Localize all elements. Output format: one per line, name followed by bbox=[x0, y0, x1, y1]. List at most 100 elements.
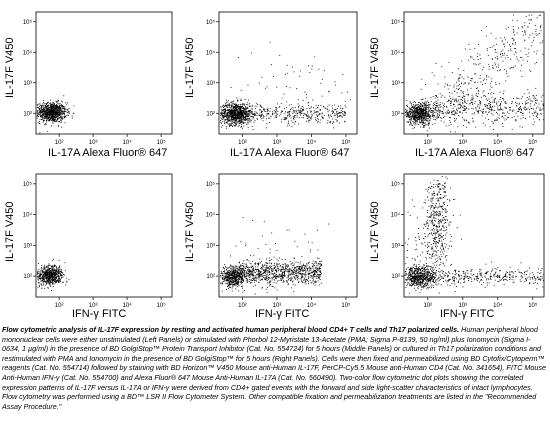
event-dot bbox=[420, 120, 422, 122]
event-dot bbox=[230, 114, 232, 116]
event-dot bbox=[58, 105, 60, 107]
event-dot bbox=[224, 122, 225, 124]
event-dot bbox=[489, 88, 491, 90]
event-dot bbox=[60, 110, 62, 112]
event-dot bbox=[488, 54, 490, 56]
event-dot bbox=[408, 114, 410, 116]
event-dot bbox=[477, 93, 479, 95]
event-dot bbox=[62, 113, 63, 115]
event-dot bbox=[314, 111, 316, 113]
event-dot bbox=[44, 275, 46, 277]
event-dot bbox=[409, 114, 411, 116]
event-dot bbox=[521, 113, 523, 114]
event-dot bbox=[245, 119, 247, 120]
event-dot bbox=[53, 120, 54, 122]
event-dot bbox=[492, 58, 494, 60]
event-dot bbox=[251, 116, 253, 117]
event-dot bbox=[463, 95, 464, 97]
event-dot bbox=[242, 116, 244, 118]
event-dot bbox=[300, 107, 302, 109]
event-dot bbox=[39, 108, 41, 110]
event-dot bbox=[49, 283, 51, 285]
event-dot bbox=[328, 114, 329, 116]
event-dot bbox=[479, 102, 481, 104]
event-dot bbox=[232, 265, 234, 267]
event-dot bbox=[47, 111, 49, 113]
event-dot bbox=[407, 106, 408, 107]
event-dot bbox=[303, 280, 305, 281]
event-dot bbox=[254, 114, 256, 116]
event-dot bbox=[447, 88, 449, 90]
event-dot bbox=[500, 69, 501, 71]
event-dot bbox=[519, 107, 520, 109]
event-dot bbox=[542, 104, 544, 106]
event-dot bbox=[225, 119, 227, 121]
event-dot bbox=[506, 55, 508, 56]
event-dot bbox=[226, 101, 228, 103]
event-dot bbox=[464, 48, 466, 50]
event-dot bbox=[304, 113, 306, 115]
event-dot bbox=[52, 269, 54, 270]
event-dot bbox=[54, 111, 56, 113]
event-dot bbox=[406, 116, 407, 117]
event-dot bbox=[243, 114, 245, 116]
event-dot bbox=[451, 110, 453, 112]
event-dot bbox=[53, 110, 55, 112]
event-dot bbox=[233, 103, 235, 105]
event-dot bbox=[247, 279, 249, 281]
event-dot bbox=[432, 106, 434, 108]
event-dot bbox=[227, 267, 228, 269]
event-dot bbox=[408, 115, 410, 117]
event-dot bbox=[521, 108, 523, 110]
event-dot bbox=[234, 113, 236, 115]
event-dot bbox=[224, 115, 226, 117]
event-dot bbox=[228, 112, 230, 114]
event-dot bbox=[320, 105, 322, 106]
event-dot bbox=[531, 19, 532, 21]
event-dot bbox=[298, 112, 300, 114]
event-dot bbox=[295, 270, 297, 272]
event-dot bbox=[220, 276, 222, 278]
event-dot bbox=[263, 269, 265, 271]
event-dot bbox=[67, 115, 69, 117]
event-dot bbox=[228, 126, 230, 127]
event-dots bbox=[36, 258, 70, 291]
event-dot bbox=[411, 105, 413, 107]
event-dot bbox=[429, 127, 430, 129]
event-dot bbox=[510, 58, 512, 60]
event-dot bbox=[495, 57, 496, 59]
event-dot bbox=[422, 113, 424, 115]
event-dot bbox=[411, 109, 413, 110]
event-dot bbox=[257, 118, 259, 120]
event-dot bbox=[231, 269, 233, 271]
event-dot bbox=[39, 275, 41, 277]
event-dot bbox=[238, 104, 240, 106]
event-dot bbox=[281, 121, 282, 123]
event-dot bbox=[334, 114, 336, 116]
event-dot bbox=[528, 98, 529, 100]
event-dot bbox=[244, 119, 246, 121]
event-dot bbox=[243, 117, 245, 119]
event-dot bbox=[241, 106, 243, 108]
event-dot bbox=[221, 118, 223, 120]
event-dot bbox=[502, 112, 504, 113]
event-dot bbox=[54, 118, 56, 120]
event-dot bbox=[533, 97, 535, 99]
event-dot bbox=[425, 112, 426, 114]
event-dot bbox=[235, 106, 237, 108]
event-dot bbox=[424, 113, 426, 114]
event-dot bbox=[509, 44, 510, 46]
event-dot bbox=[65, 111, 67, 112]
event-dot bbox=[223, 280, 225, 282]
event-dot bbox=[477, 53, 479, 55]
event-dot bbox=[269, 110, 271, 112]
event-dot bbox=[410, 111, 411, 112]
event-dot bbox=[52, 277, 54, 278]
event-dot bbox=[528, 52, 530, 54]
event-dot bbox=[474, 100, 476, 102]
event-dot bbox=[413, 108, 415, 110]
event-dot bbox=[465, 120, 467, 122]
event-dot bbox=[410, 108, 412, 109]
event-dot bbox=[462, 102, 464, 104]
event-dot bbox=[37, 115, 39, 116]
